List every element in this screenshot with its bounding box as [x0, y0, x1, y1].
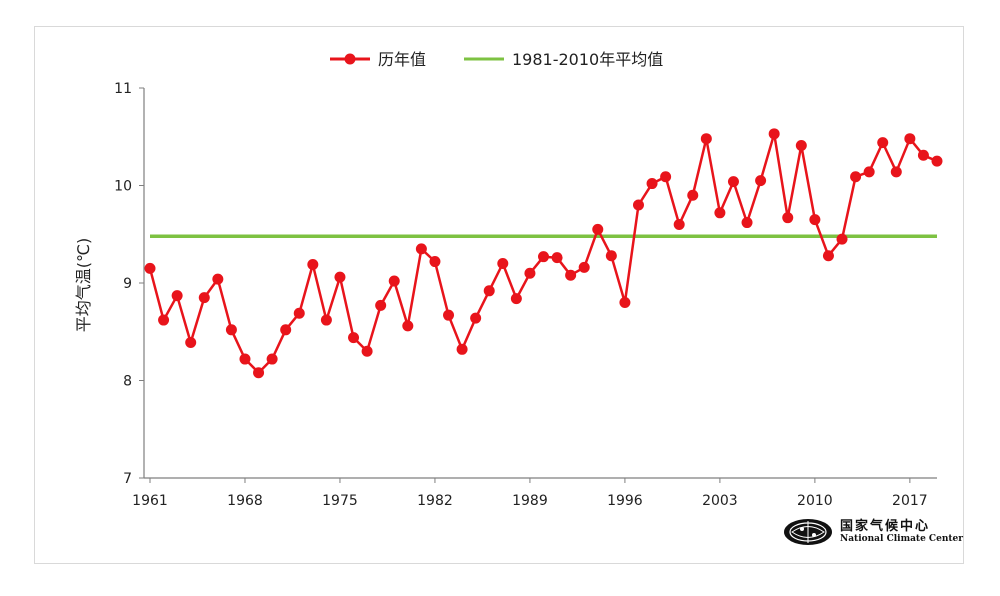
- data-point: [836, 233, 848, 245]
- data-point: [429, 256, 441, 268]
- data-point: [822, 250, 834, 262]
- legend: 历年值 1981-2010年平均值: [330, 50, 663, 69]
- data-point: [158, 314, 170, 326]
- data-point: [375, 299, 387, 311]
- data-point: [592, 223, 604, 235]
- y-tick-label: 8: [123, 374, 132, 390]
- data-point: [931, 155, 943, 167]
- data-point: [741, 217, 753, 229]
- data-point: [185, 336, 197, 348]
- data-point: [402, 320, 414, 332]
- data-point: [483, 285, 495, 297]
- x-tick-label: 1989: [512, 493, 548, 509]
- data-point: [565, 269, 577, 281]
- data-point: [470, 312, 482, 324]
- data-point: [646, 178, 658, 190]
- data-point: [497, 258, 509, 269]
- data-point: [795, 140, 807, 152]
- series: [144, 128, 943, 379]
- data-point: [727, 176, 739, 188]
- y-tick-label: 11: [114, 81, 132, 97]
- data-point: [755, 175, 767, 187]
- x-tick-label: 1968: [227, 493, 263, 509]
- data-point: [171, 290, 183, 302]
- logo-text-cn: 国家气候中心: [840, 519, 931, 534]
- data-point: [239, 353, 251, 365]
- data-point: [917, 149, 929, 161]
- y-tick-label: 7: [123, 471, 132, 487]
- data-point: [415, 243, 427, 255]
- data-point: [320, 314, 332, 326]
- data-point: [877, 137, 889, 149]
- data-point: [280, 324, 292, 336]
- x-tick-label: 1975: [322, 493, 358, 509]
- x-tick-label: 1961: [132, 493, 168, 509]
- data-point: [388, 275, 400, 287]
- data-point: [578, 261, 590, 273]
- data-point: [619, 297, 631, 308]
- national-climate-center-logo: 国家气候中心 National Climate Center: [782, 514, 963, 554]
- data-point: [632, 199, 644, 211]
- data-point: [809, 214, 821, 226]
- legend-label-annual: 历年值: [378, 50, 426, 69]
- data-point: [551, 252, 563, 264]
- data-point: [198, 292, 210, 304]
- data-point: [334, 271, 346, 283]
- data-point: [605, 250, 617, 262]
- data-point: [687, 189, 699, 201]
- data-point: [144, 262, 156, 274]
- chart-frame: [34, 26, 964, 564]
- y-axis-label: 平均气温(℃): [74, 238, 93, 332]
- data-point: [782, 212, 794, 224]
- data-point: [524, 267, 536, 279]
- x-tick-label: 2017: [892, 493, 928, 509]
- y-tick-label: 10: [114, 179, 132, 195]
- data-point: [307, 258, 319, 270]
- x-tick-labels: 1961 1968 1975 1982 1989 1996 2003 2010 2017: [132, 493, 928, 509]
- data-point: [266, 353, 278, 365]
- data-point: [660, 171, 672, 183]
- legend-label-mean: 1981-2010年平均值: [512, 50, 663, 69]
- x-tick-label: 2003: [702, 493, 738, 509]
- data-point: [673, 219, 685, 230]
- data-point: [714, 207, 726, 219]
- data-point: [212, 273, 224, 285]
- data-point: [225, 324, 237, 336]
- data-point: [456, 343, 468, 355]
- data-point: [538, 251, 549, 263]
- data-point: [700, 133, 712, 145]
- data-point: [348, 332, 360, 344]
- data-point: [510, 293, 522, 305]
- data-point: [768, 128, 780, 140]
- x-tick-label: 2010: [797, 493, 833, 509]
- y-tick-labels: 7 8 9 10 11: [114, 81, 132, 487]
- data-point: [863, 166, 875, 178]
- data-point: [850, 171, 862, 183]
- legend-marker-annual: [344, 53, 356, 65]
- data-point: [361, 345, 373, 357]
- axes: [139, 87, 937, 483]
- data-point: [253, 367, 265, 379]
- globe-emblem-icon: [784, 519, 832, 545]
- data-point: [443, 309, 455, 321]
- x-tick-label: 1982: [417, 493, 453, 509]
- data-point: [904, 133, 916, 145]
- logo-text-en: National Climate Center: [840, 534, 963, 544]
- y-tick-label: 9: [123, 276, 132, 292]
- data-point: [293, 307, 305, 319]
- data-point: [890, 166, 902, 178]
- x-tick-label: 1996: [607, 493, 643, 509]
